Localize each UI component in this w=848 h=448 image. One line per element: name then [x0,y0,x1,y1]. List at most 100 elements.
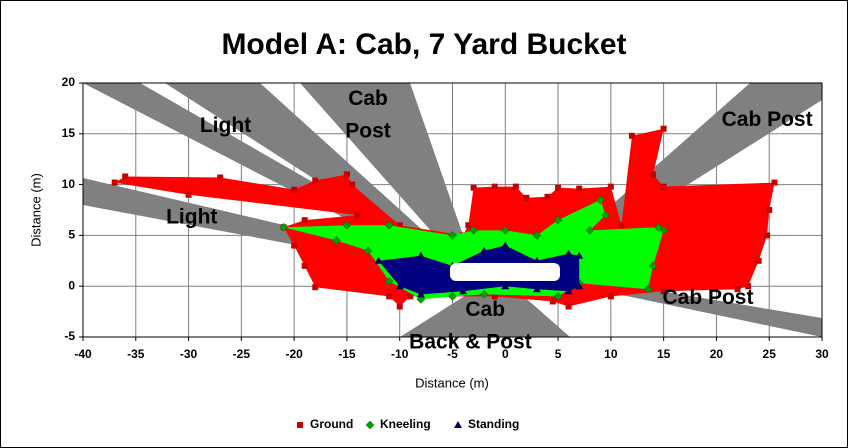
x-tick-label: -15 [338,347,356,361]
annotation: Light [166,206,217,229]
y-axis-label: Distance (m) [28,173,43,247]
marker [532,231,542,240]
marker [491,293,498,300]
marker [279,222,288,232]
plot-border [82,82,823,338]
marker [396,303,403,310]
x-tick-label: -5 [447,347,458,361]
marker [343,171,350,178]
legend-label: Kneeling [380,417,431,431]
marker [395,282,404,290]
marker [544,193,551,200]
marker [771,179,778,186]
marker [297,422,303,428]
marker [470,184,477,191]
marker [555,184,562,191]
marker [312,284,319,291]
marker [500,225,510,235]
shadow [555,83,822,262]
marker [416,295,426,304]
shadow [300,83,470,258]
x-tick-label: -30 [180,347,198,361]
marker [650,171,657,178]
marker [575,282,584,290]
marker [659,225,668,235]
marker [407,293,414,300]
annotation: Light [200,114,251,137]
x-tick-label: -25 [233,347,251,361]
x-tick-label: 10 [604,347,618,361]
marker [564,249,573,257]
marker [291,242,298,249]
marker [479,289,489,299]
x-tick-label: -20 [285,347,303,361]
marker [363,246,373,255]
marker [291,186,298,193]
marker [618,222,625,229]
marker [469,225,478,235]
x-tick-label: 30 [815,347,829,361]
marker [354,212,361,219]
marker [648,261,658,271]
marker [185,191,192,198]
legend: Ground Kneeling Standing [297,417,519,431]
x-tick-label: 0 [502,347,509,361]
marker [491,183,498,190]
marker [755,257,762,264]
x-tick-label: -10 [391,347,409,361]
marker [532,256,541,264]
labels: -40 -35 -30 -25 -20 -15 -10 -5 0 5 10 15 20 25 30 -5 0 5 1… [62,75,829,361]
marker [122,173,129,180]
marker [575,251,584,259]
marker [501,282,510,290]
y-tick-label: 10 [62,177,76,191]
marker [384,220,394,230]
x-tick-label: -40 [74,347,92,361]
y-tick-label: 0 [68,278,75,292]
marker [549,298,556,305]
x-tick-label: 25 [763,347,777,361]
marker [643,284,653,294]
marker [734,286,741,293]
y-tick-label: 20 [62,75,76,89]
vehicle [450,263,560,281]
marker [512,183,519,190]
marker [111,179,118,186]
marker [576,185,583,192]
marker [312,177,319,184]
x-tick-label: 5 [555,347,562,361]
legend-label: Standing [468,417,519,431]
marker [660,125,667,132]
annotation: Cab [465,298,505,321]
marker [764,232,771,239]
marker [342,220,352,230]
marker [565,303,572,310]
marker [607,183,614,190]
x-axis-label: Distance (m) [415,375,489,390]
marker [448,231,457,240]
marker [585,225,595,235]
marker [501,241,510,249]
x-tick-label: 15 [657,347,671,361]
marker [365,420,375,430]
annotation: Cab Post [722,108,813,131]
legend-label: Ground [310,417,353,431]
marker [448,292,457,301]
marker [349,181,356,188]
marker [745,283,752,290]
marker [564,287,573,295]
marker [553,215,563,225]
marker [601,210,610,220]
marker [459,287,468,295]
marker [607,293,614,300]
marker [416,251,425,259]
marker [480,246,489,254]
marker [660,288,667,295]
marker [301,262,308,269]
marker [532,285,541,293]
marker [301,217,308,224]
marker [454,421,462,428]
marker [465,222,472,229]
x-tick-label: 20 [710,347,724,361]
